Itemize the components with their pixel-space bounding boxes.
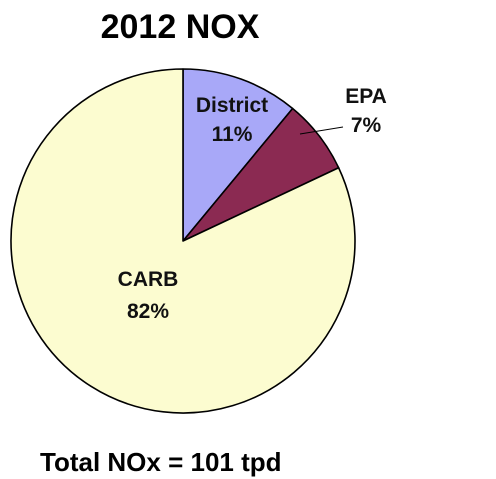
slice-value-district: 11% <box>212 123 253 146</box>
slice-label-carb: CARB <box>118 268 179 291</box>
pie-slice-district <box>182 68 294 242</box>
slice-label-district: District <box>196 94 268 117</box>
pie-labels: District 11% EPA 7% CARB 82% <box>118 85 387 323</box>
slice-value-epa: 7% <box>351 114 382 137</box>
slice-label-epa: EPA <box>345 85 387 108</box>
pie-slices <box>10 68 356 414</box>
chart-title: 2012 NOX <box>100 8 260 46</box>
total-caption: Total NOx = 101 tpd <box>40 447 282 477</box>
pie-slice-carb <box>10 68 356 414</box>
slice-value-carb: 82% <box>127 300 169 323</box>
epa-leader-line <box>299 126 344 135</box>
